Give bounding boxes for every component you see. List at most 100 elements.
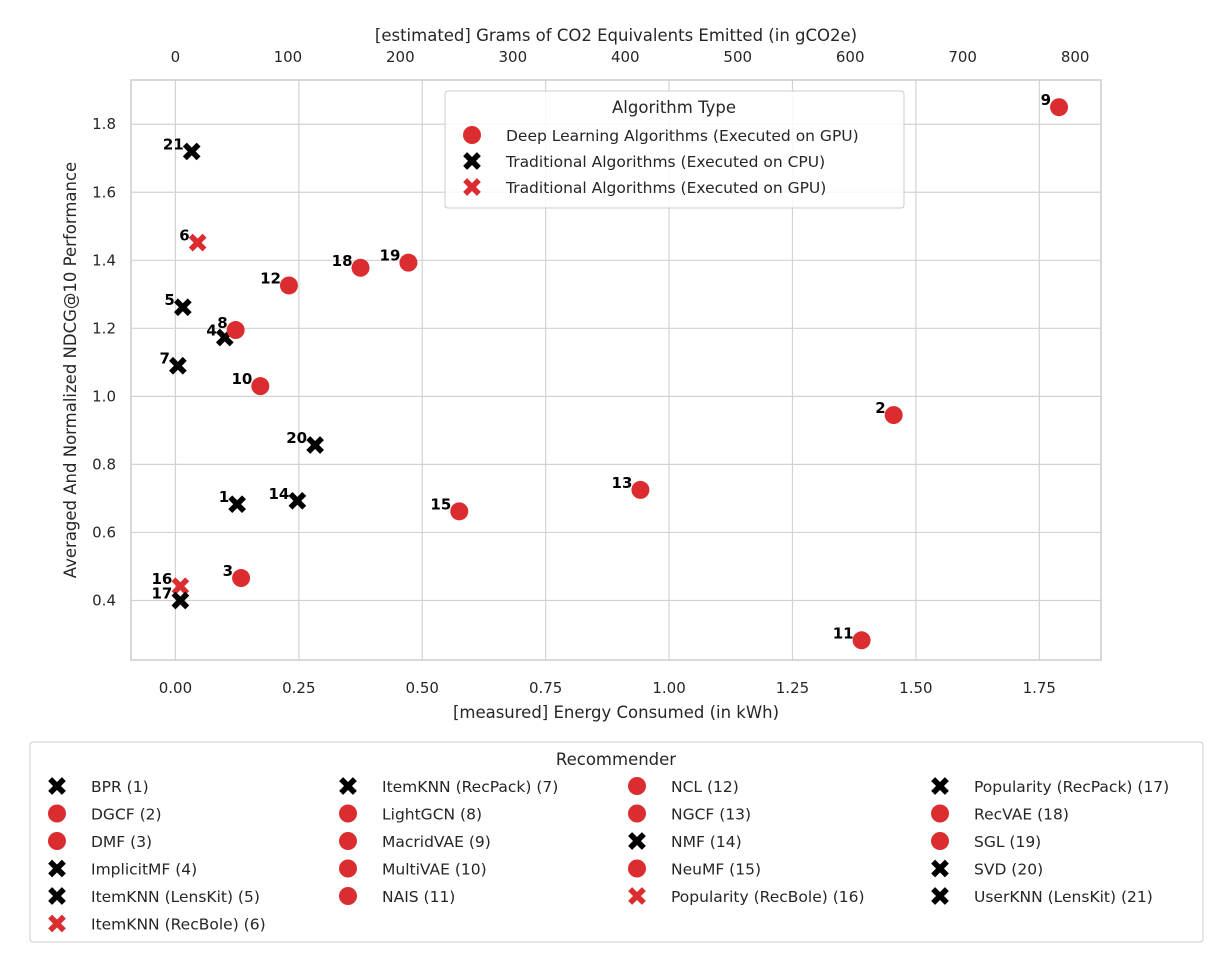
recommender-marker	[628, 859, 646, 878]
recommender-marker	[931, 859, 949, 878]
data-point-5	[173, 298, 192, 317]
recommender-legend-entries: BPR (1) DGCF (2) DMF (3) ImplicitMF (4) Item…	[48, 777, 1169, 934]
data-point-label-8: 8	[217, 314, 227, 332]
recommender-entry-label: ItemKNN (LensKit) (5)	[91, 888, 260, 906]
recommender-marker	[339, 804, 357, 823]
recommender-marker	[628, 777, 646, 795]
recommender-entry-label: DGCF (2)	[91, 806, 162, 824]
top-x-axis-ticks: 0 100 200 300 400 500 600 700 800	[171, 48, 1090, 66]
data-point-17	[171, 591, 190, 610]
data-point-label-16: 16	[151, 570, 172, 588]
top-x-tick-label: 500	[723, 48, 752, 66]
recommender-marker	[48, 914, 66, 933]
recommender-entry-label: DMF (3)	[91, 833, 152, 851]
legend-marker-traditional_cpu	[463, 152, 481, 170]
data-point-label-5: 5	[164, 291, 174, 309]
data-point-label-20: 20	[286, 429, 307, 447]
x-axis-label: [measured] Energy Consumed (in kWh)	[453, 703, 779, 722]
top-x-tick-label: 600	[836, 48, 865, 66]
data-point-20	[306, 436, 324, 454]
recommender-marker	[628, 887, 646, 905]
y-tick-label: 0.6	[92, 523, 116, 541]
algorithm-type-legend: Algorithm Type Deep Learning Algorithms …	[444, 90, 905, 209]
recommender-marker	[48, 804, 66, 823]
data-point-label-1: 1	[219, 488, 229, 506]
data-point-label-18: 18	[332, 252, 353, 270]
data-point-label-10: 10	[231, 370, 252, 388]
top-x-tick-label: 100	[274, 48, 303, 66]
data-point-label-7: 7	[159, 350, 169, 368]
recommender-entry-label: NCL (12)	[671, 778, 739, 796]
data-point-label-3: 3	[223, 562, 233, 580]
recommender-marker	[339, 832, 357, 850]
recommender-marker	[931, 804, 949, 823]
algorithm-type-legend-box	[444, 90, 905, 209]
recommender-entry-label: MultiVAE (10)	[382, 861, 487, 879]
y-axis-label: Averaged And Normalized NDCG@10 Performa…	[61, 162, 80, 578]
x-tick-label: 1.75	[1023, 679, 1056, 697]
data-point-1	[228, 495, 246, 514]
recommender-entry-label: SGL (19)	[974, 833, 1041, 851]
x-tick-label: 1.00	[652, 679, 685, 697]
recommender-entry-label: Popularity (RecPack) (17)	[974, 778, 1169, 796]
y-axis-ticks: 0.4 0.6 0.8 1.0 1.2 1.4 1.6 1.8	[92, 115, 116, 609]
recommender-entry-label: SVD (20)	[974, 861, 1043, 879]
data-point-11	[852, 631, 871, 650]
x-tick-label: 0.25	[282, 679, 315, 697]
plot-frame	[130, 79, 1102, 661]
data-point-label-19: 19	[380, 247, 401, 265]
top-x-axis-label: [estimated] Grams of CO2 Equivalents Emi…	[375, 26, 857, 45]
recommender-marker	[48, 777, 66, 795]
recommender-marker	[628, 832, 646, 850]
recommender-marker	[339, 777, 357, 795]
recommender-entry-label: UserKNN (LensKit) (21)	[974, 888, 1153, 906]
recommender-marker	[339, 859, 357, 878]
top-x-tick-label: 700	[948, 48, 977, 66]
data-point-label-9: 9	[1041, 91, 1051, 109]
data-point-15	[450, 502, 469, 521]
legend-entry-label: Traditional Algorithms (Executed on CPU)	[505, 153, 825, 171]
data-point-2	[884, 406, 903, 425]
x-tick-label: 0.75	[529, 679, 562, 697]
algorithm-type-legend-title: Algorithm Type	[612, 98, 736, 117]
legend-marker-traditional_gpu	[463, 178, 481, 196]
y-tick-label: 1.0	[92, 387, 116, 405]
x-tick-label: 1.50	[899, 679, 932, 697]
data-point-10	[251, 377, 270, 396]
recommender-entry-label: ImplicitMF (4)	[91, 861, 197, 879]
recommender-marker	[931, 777, 949, 795]
recommender-marker	[931, 887, 949, 905]
recommender-marker	[48, 832, 66, 850]
data-point-8	[226, 321, 245, 340]
data-point-13	[631, 480, 650, 499]
data-point-label-11: 11	[833, 624, 854, 642]
top-x-tick-label: 800	[1061, 48, 1090, 66]
data-point-label-4: 4	[206, 322, 216, 340]
recommender-marker	[48, 887, 66, 905]
x-tick-label: 0.50	[406, 679, 439, 697]
recommender-entry-label: LightGCN (8)	[382, 806, 482, 824]
data-point-9	[1050, 98, 1069, 117]
recommender-legend-title: Recommender	[556, 750, 676, 769]
recommender-entry-label: BPR (1)	[91, 778, 149, 796]
recommender-legend-box	[29, 741, 1204, 943]
recommender-marker	[339, 887, 357, 905]
recommender-entry-label: ItemKNN (RecPack) (7)	[382, 778, 558, 796]
legend-entry-label: Traditional Algorithms (Executed on GPU)	[505, 179, 826, 197]
data-point-label-14: 14	[268, 485, 289, 503]
data-point-label-12: 12	[260, 269, 281, 287]
data-point-label-21: 21	[163, 135, 184, 153]
top-x-tick-label: 400	[611, 48, 640, 66]
data-point-21	[182, 142, 201, 161]
y-tick-label: 1.2	[92, 319, 116, 337]
legend-marker-deep_learning_gpu	[463, 126, 481, 144]
data-point-label-15: 15	[430, 495, 451, 513]
y-tick-label: 1.4	[92, 251, 116, 269]
recommender-entry-label: NMF (14)	[671, 833, 742, 851]
y-tick-label: 1.6	[92, 183, 116, 201]
recommender-entry-label: MacridVAE (9)	[382, 833, 491, 851]
data-point-16	[171, 577, 190, 596]
data-point-label-17: 17	[151, 584, 172, 602]
y-tick-label: 1.8	[92, 115, 116, 133]
data-point-19	[399, 253, 418, 272]
